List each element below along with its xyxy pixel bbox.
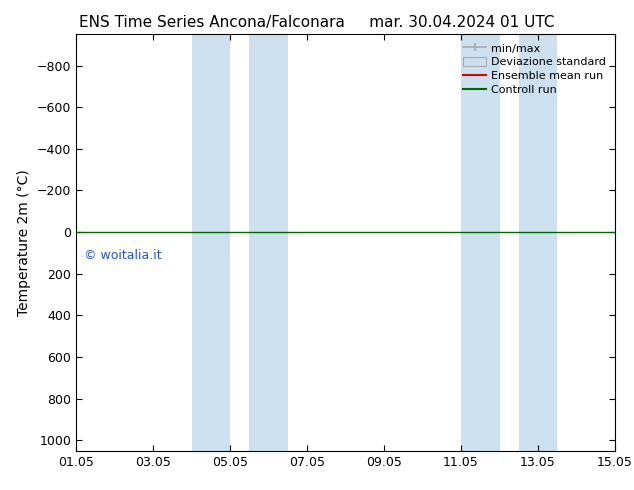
Bar — [519, 34, 557, 451]
Bar — [249, 34, 288, 451]
Text: © woitalia.it: © woitalia.it — [84, 249, 162, 262]
Bar — [191, 34, 230, 451]
Legend: min/max, Deviazione standard, Ensemble mean run, Controll run: min/max, Deviazione standard, Ensemble m… — [460, 40, 609, 98]
Bar — [461, 34, 500, 451]
Y-axis label: Temperature 2m (°C): Temperature 2m (°C) — [17, 169, 31, 316]
Text: ENS Time Series Ancona/Falconara     mar. 30.04.2024 01 UTC: ENS Time Series Ancona/Falconara mar. 30… — [79, 15, 555, 30]
